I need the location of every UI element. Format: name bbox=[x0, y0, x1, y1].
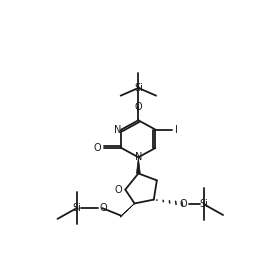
Text: O: O bbox=[100, 203, 107, 213]
Text: O: O bbox=[134, 102, 142, 112]
Text: O: O bbox=[94, 143, 102, 153]
Text: I: I bbox=[175, 125, 178, 134]
Polygon shape bbox=[120, 204, 134, 217]
Text: Si: Si bbox=[199, 199, 208, 209]
Text: N: N bbox=[135, 152, 142, 162]
Polygon shape bbox=[136, 157, 140, 173]
Text: Si: Si bbox=[72, 203, 81, 213]
Text: N: N bbox=[114, 125, 122, 134]
Text: Si: Si bbox=[134, 83, 143, 93]
Text: O: O bbox=[180, 199, 188, 209]
Text: O: O bbox=[114, 185, 122, 195]
